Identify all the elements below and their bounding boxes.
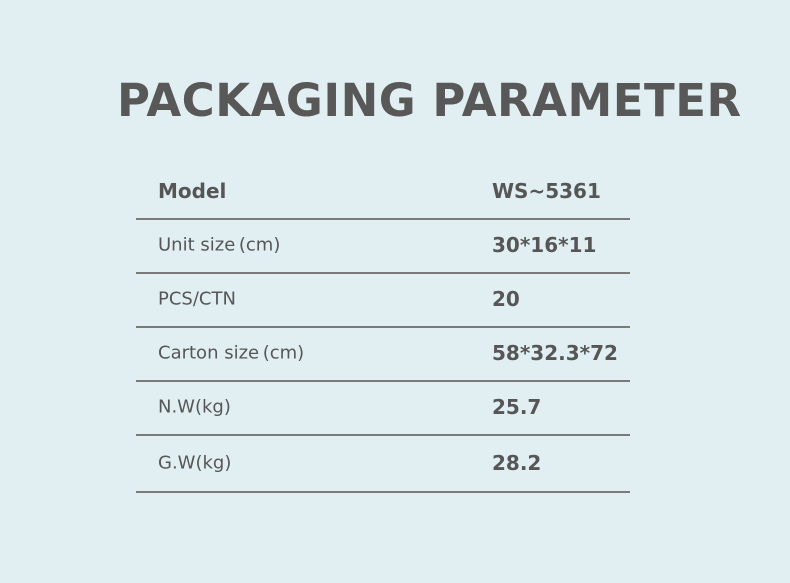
- row-label: PCS/CTN: [158, 288, 236, 310]
- table-row: G.W(kg) 28.2: [136, 434, 630, 493]
- table-row: PCS/CTN 20: [136, 272, 630, 328]
- row-label: G.W(kg): [158, 452, 232, 473]
- row-label: Unit size (cm): [158, 234, 281, 256]
- table-row: Carton size (cm) 58*32.3*72: [136, 326, 630, 382]
- row-label: Carton size (cm): [158, 342, 305, 364]
- table-row: Unit size (cm) 30*16*11: [136, 218, 630, 274]
- row-value: 20: [492, 287, 520, 311]
- table-row: N.W(kg) 25.7: [136, 380, 630, 436]
- row-value: WS~5361: [492, 179, 601, 203]
- row-value: 25.7: [492, 395, 542, 419]
- row-value: 28.2: [492, 450, 542, 475]
- row-label: N.W(kg): [158, 396, 231, 418]
- row-value: 58*32.3*72: [492, 341, 618, 365]
- row-label: Model: [158, 179, 227, 203]
- page-title: PACKAGING PARAMETER: [117, 74, 742, 127]
- row-value: 30*16*11: [492, 233, 597, 257]
- table-row: Model WS~5361: [136, 164, 630, 220]
